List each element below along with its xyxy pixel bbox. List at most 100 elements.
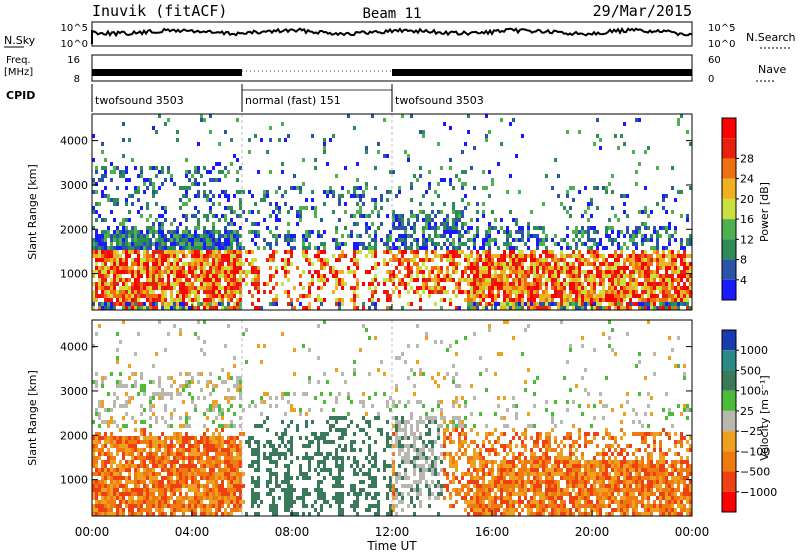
heatmap-cell xyxy=(533,226,536,230)
heatmap-cell xyxy=(338,278,341,282)
heatmap-cell xyxy=(209,480,212,484)
heatmap-cell xyxy=(527,254,530,258)
heatmap-cell xyxy=(317,250,320,254)
heatmap-cell xyxy=(206,270,209,274)
heatmap-cell xyxy=(221,246,224,250)
heatmap-cell xyxy=(158,214,161,218)
heatmap-cell xyxy=(191,286,194,290)
heatmap-cell xyxy=(338,416,341,420)
heatmap-cell xyxy=(611,298,614,302)
heatmap-cell xyxy=(350,488,353,492)
heatmap-cell xyxy=(575,258,578,262)
heatmap-cell xyxy=(101,464,104,468)
heatmap-cell xyxy=(272,302,275,306)
heatmap-cell xyxy=(521,258,524,262)
heatmap-cell xyxy=(176,242,179,246)
heatmap-cell xyxy=(410,114,413,118)
heatmap-cell xyxy=(662,226,665,230)
heatmap-cell xyxy=(152,440,155,444)
heatmap-cell xyxy=(110,286,113,290)
heatmap-cell xyxy=(680,290,683,294)
heatmap-cell xyxy=(383,258,386,262)
heatmap-cell xyxy=(452,246,455,250)
heatmap-cell xyxy=(539,286,542,290)
heatmap-cell xyxy=(527,266,530,270)
heatmap-cell xyxy=(602,274,605,278)
heatmap-cell xyxy=(434,226,437,230)
heatmap-cell xyxy=(149,380,152,384)
heatmap-cell xyxy=(341,484,344,488)
heatmap-cell xyxy=(641,302,644,306)
heatmap-cell xyxy=(425,214,428,218)
heatmap-cell xyxy=(569,286,572,290)
heatmap-cell xyxy=(182,440,185,444)
heatmap-cell xyxy=(545,302,548,306)
heatmap-cell xyxy=(407,266,410,270)
heatmap-cell xyxy=(209,448,212,452)
heatmap-cell xyxy=(221,436,224,440)
heatmap-cell xyxy=(488,258,491,262)
heatmap-cell xyxy=(413,226,416,230)
heatmap-cell xyxy=(140,384,143,388)
heatmap-cell xyxy=(518,282,521,286)
heatmap-cell xyxy=(152,512,155,516)
heatmap-cell xyxy=(113,282,116,286)
heatmap-cell xyxy=(203,452,206,456)
heatmap-cell xyxy=(239,190,242,194)
heatmap-cell xyxy=(161,440,164,444)
heatmap-cell xyxy=(128,500,131,504)
heatmap-cell xyxy=(518,306,521,310)
heatmap-cell xyxy=(152,460,155,464)
heatmap-cell xyxy=(119,246,122,250)
heatmap-cell xyxy=(596,242,599,246)
heatmap-cell xyxy=(149,182,152,186)
heatmap-cell xyxy=(395,218,398,222)
heatmap-cell xyxy=(227,258,230,262)
heatmap-cell xyxy=(320,274,323,278)
heatmap-cell xyxy=(410,246,413,250)
heatmap-cell xyxy=(176,262,179,266)
heatmap-cell xyxy=(287,500,290,504)
heatmap-cell xyxy=(263,190,266,194)
heatmap-cell xyxy=(662,306,665,310)
heatmap-cell xyxy=(506,306,509,310)
heatmap-cell xyxy=(149,444,152,448)
heatmap-cell xyxy=(443,234,446,238)
heatmap-cell xyxy=(290,420,293,424)
heatmap-cell xyxy=(446,250,449,254)
heatmap-cell xyxy=(149,492,152,496)
heatmap-cell xyxy=(164,306,167,310)
heatmap-cell xyxy=(218,412,221,416)
heatmap-cell xyxy=(671,234,674,238)
heatmap-cell xyxy=(467,274,470,278)
heatmap-cell xyxy=(152,294,155,298)
heatmap-cell xyxy=(320,302,323,306)
heatmap-cell xyxy=(563,294,566,298)
heatmap-cell xyxy=(359,250,362,254)
heatmap-cell xyxy=(518,266,521,270)
heatmap-cell xyxy=(176,266,179,270)
heatmap-cell xyxy=(134,274,137,278)
heatmap-cell xyxy=(134,242,137,246)
heatmap-cell xyxy=(686,254,689,258)
heatmap-cell xyxy=(128,396,131,400)
heatmap-cell xyxy=(212,246,215,250)
heatmap-cell xyxy=(305,234,308,238)
heatmap-cell xyxy=(353,432,356,436)
heatmap-cell xyxy=(482,258,485,262)
heatmap-cell xyxy=(386,278,389,282)
heatmap-cell xyxy=(104,408,107,412)
heatmap-cell xyxy=(239,306,242,310)
heatmap-cell xyxy=(155,274,158,278)
heatmap-cell xyxy=(170,440,173,444)
heatmap-cell xyxy=(365,226,368,230)
heatmap-cell xyxy=(317,286,320,290)
heatmap-cell xyxy=(404,246,407,250)
heatmap-cell xyxy=(209,302,212,306)
heatmap-cell xyxy=(155,500,158,504)
heatmap-cell xyxy=(218,468,221,472)
heatmap-cell xyxy=(275,484,278,488)
heatmap-cell xyxy=(155,416,158,420)
heatmap-cell xyxy=(683,266,686,270)
heatmap-cell xyxy=(182,512,185,516)
